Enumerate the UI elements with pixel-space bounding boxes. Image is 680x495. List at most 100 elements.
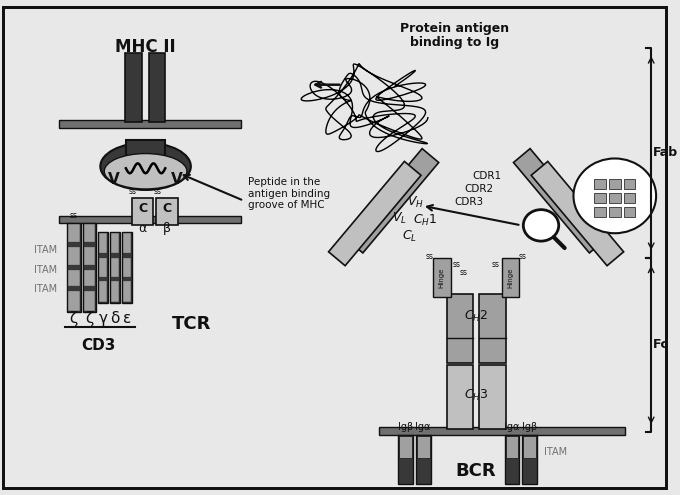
Text: ζ: ζ xyxy=(69,311,78,326)
Bar xyxy=(432,258,451,297)
Bar xyxy=(125,53,141,122)
Text: ε: ε xyxy=(123,311,131,326)
Bar xyxy=(522,435,537,484)
Ellipse shape xyxy=(573,158,656,233)
Text: $C_L$: $C_L$ xyxy=(402,229,417,244)
Bar xyxy=(68,242,80,247)
Text: ss: ss xyxy=(459,268,467,277)
Bar xyxy=(506,436,518,457)
Bar xyxy=(524,436,536,457)
Text: ss: ss xyxy=(129,187,137,196)
Text: $C_H2$: $C_H2$ xyxy=(464,309,488,324)
Text: ss: ss xyxy=(452,260,460,269)
Text: ss: ss xyxy=(492,260,500,269)
Bar xyxy=(68,286,80,291)
Text: CDR2: CDR2 xyxy=(464,184,494,194)
Polygon shape xyxy=(513,148,606,253)
Bar xyxy=(447,365,473,429)
Text: ss: ss xyxy=(70,211,78,220)
Bar xyxy=(123,253,131,258)
Text: $C_H1$: $C_H1$ xyxy=(413,213,437,228)
Text: ITAM: ITAM xyxy=(34,245,57,255)
Bar xyxy=(84,265,95,270)
Text: C: C xyxy=(138,202,147,215)
Text: Hinge: Hinge xyxy=(439,267,445,288)
Text: Igβ: Igβ xyxy=(398,422,413,432)
Bar xyxy=(84,224,95,311)
Text: Fab: Fab xyxy=(653,146,678,159)
Text: V: V xyxy=(171,172,183,187)
Text: BCR: BCR xyxy=(456,462,496,480)
Text: Igβ: Igβ xyxy=(522,422,537,432)
Bar xyxy=(624,193,635,203)
Ellipse shape xyxy=(524,209,559,241)
Bar xyxy=(594,179,606,189)
Bar xyxy=(67,223,81,312)
Bar xyxy=(609,207,621,216)
Bar xyxy=(398,435,413,484)
Bar xyxy=(624,179,635,189)
Bar xyxy=(148,53,165,122)
Text: Peptide in the
antigen binding
groove of MHC: Peptide in the antigen binding groove of… xyxy=(248,177,330,210)
Bar xyxy=(399,436,412,457)
Bar xyxy=(609,179,621,189)
Bar xyxy=(84,286,95,291)
Bar xyxy=(417,436,430,457)
Polygon shape xyxy=(531,161,624,266)
Text: β: β xyxy=(163,222,171,235)
Bar xyxy=(99,232,108,303)
Bar xyxy=(59,215,241,223)
Text: $V_L$: $V_L$ xyxy=(392,211,407,226)
Bar xyxy=(132,198,154,225)
Bar xyxy=(479,294,506,363)
Text: ITAM: ITAM xyxy=(34,265,57,275)
Bar xyxy=(594,193,606,203)
Polygon shape xyxy=(328,161,421,266)
Text: ζ: ζ xyxy=(86,311,94,326)
Text: ss: ss xyxy=(518,252,526,261)
Text: ITAM: ITAM xyxy=(34,284,57,295)
Bar xyxy=(156,198,178,225)
Bar xyxy=(68,265,80,270)
Text: $C_H3$: $C_H3$ xyxy=(464,388,488,403)
Text: MHC II: MHC II xyxy=(116,39,176,56)
Bar xyxy=(447,294,473,363)
Text: ss: ss xyxy=(154,187,161,196)
Bar xyxy=(479,365,506,429)
Bar xyxy=(68,224,80,311)
Text: CDR1: CDR1 xyxy=(472,171,501,181)
Text: ITAM: ITAM xyxy=(544,446,567,456)
Text: CDR3: CDR3 xyxy=(454,197,483,207)
Bar xyxy=(594,207,606,216)
Text: Protein antigen: Protein antigen xyxy=(400,22,509,35)
Bar xyxy=(59,120,241,128)
Bar xyxy=(110,232,120,303)
Bar xyxy=(502,258,520,297)
Text: CD3: CD3 xyxy=(81,339,116,353)
Bar xyxy=(609,193,621,203)
Bar xyxy=(122,232,132,303)
Bar xyxy=(416,435,431,484)
Text: Igα: Igα xyxy=(415,422,430,432)
Bar xyxy=(111,277,119,282)
Bar xyxy=(505,435,520,484)
Bar xyxy=(111,253,119,258)
Text: Hinge: Hinge xyxy=(507,267,513,288)
Ellipse shape xyxy=(104,153,187,189)
Bar xyxy=(99,277,107,282)
Bar xyxy=(123,277,131,282)
Text: α: α xyxy=(139,222,147,235)
Text: V: V xyxy=(108,172,120,187)
Text: TCR: TCR xyxy=(172,315,211,333)
Bar xyxy=(126,140,165,167)
Text: γ: γ xyxy=(99,311,108,326)
Bar xyxy=(99,253,107,258)
Bar xyxy=(99,233,107,302)
Polygon shape xyxy=(346,148,439,253)
Bar xyxy=(624,207,635,216)
Bar xyxy=(379,427,625,435)
Text: binding to Ig: binding to Ig xyxy=(410,36,499,49)
Text: Igα: Igα xyxy=(504,422,520,432)
Bar xyxy=(83,223,97,312)
Bar xyxy=(111,233,119,302)
